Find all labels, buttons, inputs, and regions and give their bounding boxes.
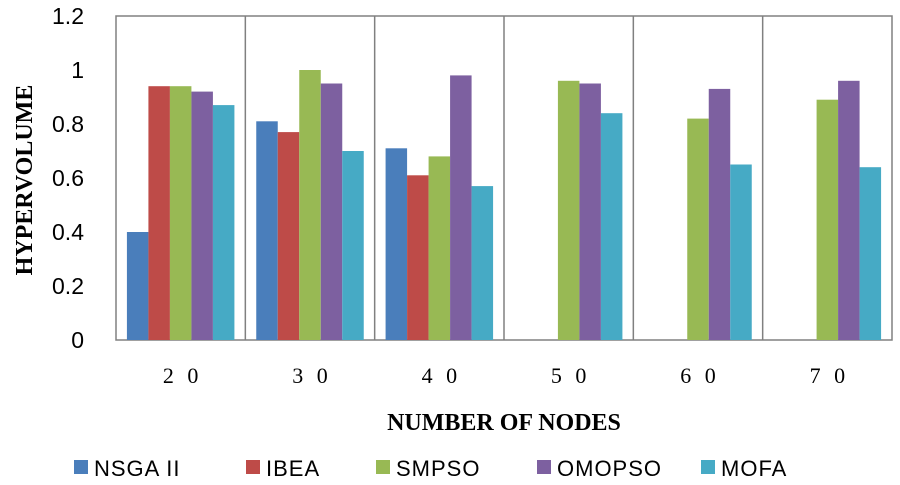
x-tick-label: 2 0 bbox=[163, 363, 203, 388]
legend-swatch bbox=[701, 460, 715, 474]
legend-swatch bbox=[376, 460, 390, 474]
bar-smpso bbox=[557, 80, 580, 341]
x-tick-label: 3 0 bbox=[292, 363, 332, 388]
legend-label: IBEA bbox=[266, 456, 320, 481]
bar-smpso bbox=[299, 70, 321, 340]
y-tick-label: 0.4 bbox=[52, 219, 84, 245]
bar-smpso bbox=[816, 99, 839, 340]
x-tick-label: 6 0 bbox=[680, 363, 720, 388]
bar-smpso bbox=[428, 156, 451, 340]
legend-swatch bbox=[74, 460, 88, 474]
bar-mofa bbox=[471, 186, 494, 340]
x-axis-ticks: 2 0 3 0 4 0 5 0 6 0 7 0 bbox=[163, 363, 850, 388]
bar-mofa bbox=[212, 105, 235, 340]
bar-smpso bbox=[169, 86, 192, 340]
bars-group bbox=[126, 70, 882, 341]
plot-area bbox=[115, 15, 893, 341]
bar-omopso bbox=[320, 83, 343, 340]
bar-omopso bbox=[838, 80, 860, 341]
y-tick-label: 0 bbox=[71, 327, 84, 353]
bar-mofa bbox=[600, 113, 623, 340]
legend-swatch bbox=[537, 460, 551, 474]
legend-swatch bbox=[246, 460, 260, 474]
legend-label: SMPSO bbox=[396, 456, 480, 481]
y-tick-label: 0.2 bbox=[52, 273, 84, 299]
bar-omopso bbox=[450, 75, 472, 341]
bar-smpso bbox=[687, 118, 709, 340]
legend-label: OMOPSO bbox=[557, 456, 662, 481]
bar-mofa bbox=[730, 164, 752, 340]
y-tick-label: 0.6 bbox=[52, 165, 84, 191]
bar-nsga-ii bbox=[385, 148, 408, 340]
bar-ibea bbox=[277, 132, 300, 340]
bar-nsga-ii bbox=[256, 121, 278, 340]
bar-mofa bbox=[859, 167, 882, 340]
bar-ibea bbox=[148, 86, 170, 340]
x-axis-title: NUMBER OF NODES bbox=[387, 410, 621, 436]
legend-label: NSGA II bbox=[94, 456, 180, 481]
y-axis-ticks: 0 0.2 0.4 0.6 0.8 1 1.2 bbox=[52, 3, 84, 353]
x-tick-label: 5 0 bbox=[551, 363, 591, 388]
plot-border bbox=[115, 15, 893, 341]
bar-ibea bbox=[407, 175, 429, 340]
bar-omopso bbox=[579, 83, 601, 340]
y-tick-label: 1 bbox=[71, 57, 84, 83]
bar-omopso bbox=[708, 88, 731, 341]
bar-mofa bbox=[342, 151, 364, 340]
legend: NSGA II IBEA SMPSO OMOPSO MOFA bbox=[74, 456, 787, 481]
y-tick-label: 0.8 bbox=[52, 111, 84, 137]
legend-label: MOFA bbox=[721, 456, 787, 481]
y-tick-label: 1.2 bbox=[52, 3, 84, 29]
y-axis-title: HYPERVOLUME bbox=[12, 85, 38, 276]
bar-nsga-ii bbox=[126, 232, 149, 340]
x-tick-label: 7 0 bbox=[810, 363, 850, 388]
bar-omopso bbox=[191, 91, 213, 340]
x-tick-label: 4 0 bbox=[422, 363, 462, 388]
